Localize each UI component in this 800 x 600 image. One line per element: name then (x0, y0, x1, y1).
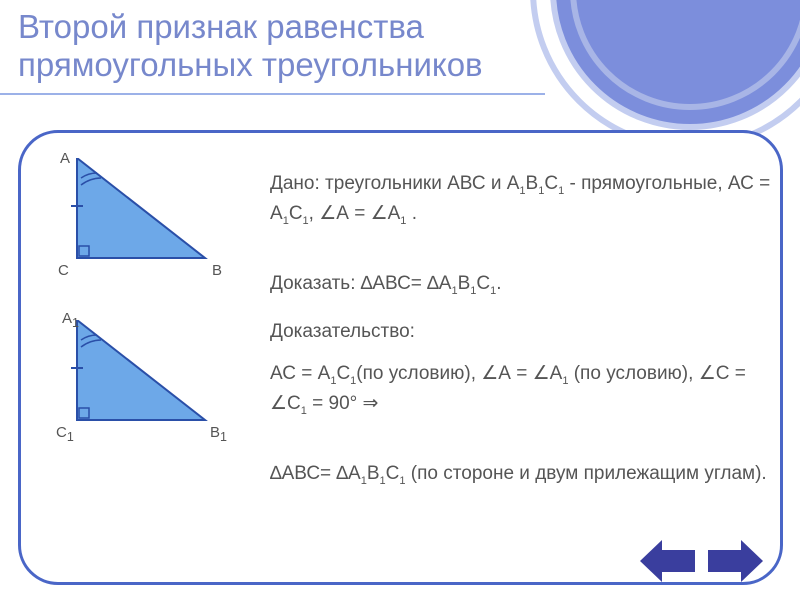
triangle-2 (55, 320, 230, 440)
nav-back-button[interactable] (640, 540, 695, 582)
label-A: А (60, 150, 70, 167)
label-A1: А1 (62, 310, 79, 330)
given-text: Дано: треугольники АВС и А1В1С1 - прямоу… (270, 170, 775, 229)
label-C: С (58, 262, 69, 279)
nav-forward-button[interactable] (708, 540, 763, 582)
label-B1: В1 (210, 424, 227, 444)
page-title: Второй признак равенства прямоугольных т… (18, 8, 578, 84)
proof-line-2: ∆АВС= ∆А1В1С1 (по стороне и двум прилежа… (270, 460, 780, 490)
slide: Второй признак равенства прямоугольных т… (0, 0, 800, 600)
label-C1: С1 (56, 424, 74, 444)
label-B: В (212, 262, 222, 279)
title-rule (0, 93, 545, 95)
proof-header: Доказательство: (270, 318, 775, 346)
prove-text: Доказать: ∆АВС= ∆А1В1С1. (270, 270, 775, 300)
triangle-1 (55, 158, 230, 278)
proof-line-1: АС = А1С1(по условию), ∠А = ∠А1 (по усло… (270, 360, 780, 419)
